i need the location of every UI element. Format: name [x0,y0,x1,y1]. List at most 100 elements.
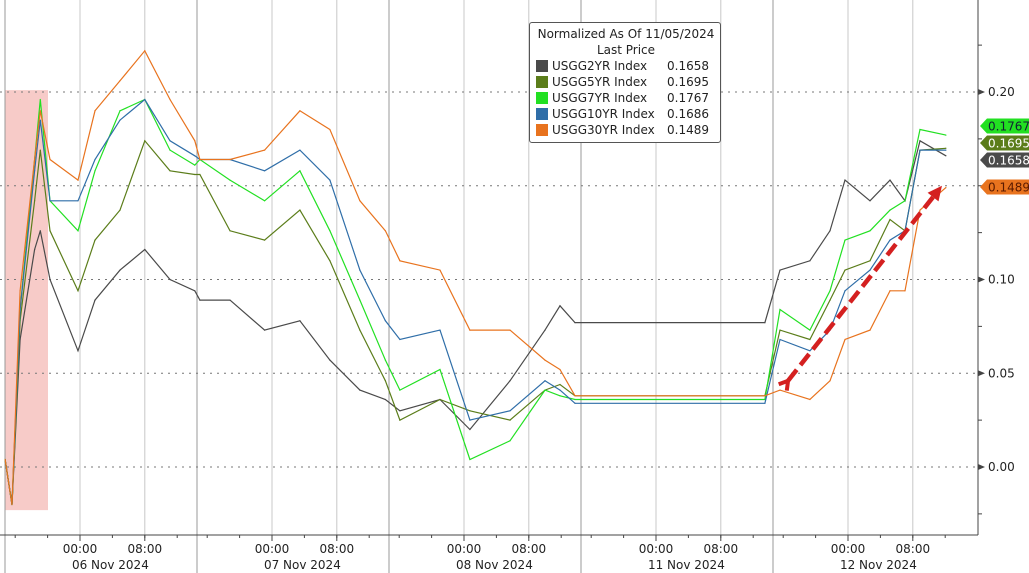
x-tick-label: 00:00 [63,542,98,556]
data-point [509,329,511,331]
data-point [199,173,201,176]
data-point [329,359,331,361]
data-point [359,200,361,202]
data-point [764,322,766,324]
data-point [329,179,331,181]
data-point [869,269,871,271]
data-point [889,218,891,221]
data-point [509,380,511,382]
data-point [945,134,947,136]
data-point [945,147,947,149]
data-point [469,410,471,412]
legend-last-value: 0.1686 [667,107,709,121]
data-point [4,458,6,461]
data-point [829,290,831,292]
data-point [119,80,121,82]
data-point [119,269,121,271]
data-point [263,170,266,172]
data-point [844,338,846,341]
last-value-label: 0.1695 [988,136,1029,150]
last-value-tag-bg [980,152,1029,168]
data-point [194,140,196,142]
legend-swatch [536,76,548,88]
data-point [869,260,871,262]
data-point [544,389,546,391]
data-point [169,149,171,151]
data-point [229,230,231,232]
last-value-tag-bg [980,135,1029,151]
legend: Normalized As Of 11/05/2024 Last Price U… [529,22,721,143]
legend-swatch [536,60,548,72]
series-usgg2yr [4,139,947,506]
data-point [299,170,301,172]
series-usgg10yr [4,98,947,506]
data-point [299,320,301,322]
data-point [19,290,21,292]
data-point [399,389,401,391]
data-point [559,305,561,307]
data-point [144,98,146,101]
data-point [94,299,96,301]
data-point [144,140,146,142]
legend-series-name: USGG7YR Index [552,91,648,105]
data-point [779,308,781,311]
data-point [169,140,171,142]
data-point [829,230,831,232]
legend-last-value: 0.1695 [667,75,709,89]
data-point [559,383,561,386]
data-point [39,230,41,232]
data-point [544,329,546,331]
data-point [384,398,386,401]
data-point [34,200,36,202]
data-point [559,368,561,371]
legend-swatch [536,92,548,104]
data-point [889,209,891,211]
data-point [945,155,947,157]
series-usgg7yr [4,98,947,506]
x-day-label: 12 Nov 2024 [840,558,917,572]
legend-series-name: USGG10YR Index [552,107,655,121]
data-point [904,200,906,202]
x-tick-label: 08:00 [320,542,355,556]
legend-series-name: USGG30YR Index [552,123,655,137]
data-point [574,402,576,404]
data-point [544,359,546,361]
data-point [559,389,561,391]
data-point [263,329,266,331]
data-point [945,149,947,151]
data-point [194,155,196,157]
data-point [889,239,891,241]
legend-subtitle: Last Price [596,43,656,57]
data-point [439,398,441,401]
data-point [764,395,766,397]
series-line [4,139,947,505]
data-point [809,260,811,262]
data-point [34,158,36,161]
legend-item: USGG5YR Index 0.1695 [536,74,716,90]
data-point [229,299,231,301]
last-value-tag: 0.1767 [980,118,1029,134]
data-point [844,290,846,292]
data-point [384,230,386,232]
data-point [889,290,891,292]
data-point [49,158,51,161]
data-point [399,410,401,412]
data-point [945,187,947,189]
x-tick-label: 08:00 [512,542,547,556]
data-point [384,359,386,361]
last-value-label: 0.1767 [988,119,1029,133]
data-point [229,158,231,161]
data-point [869,329,871,331]
data-point [469,428,471,431]
data-point [844,269,846,271]
data-point [469,329,471,331]
data-point [263,149,266,151]
series-line [4,98,947,505]
x-tick-label: 00:00 [831,542,866,556]
data-point [94,110,96,112]
data-point [779,269,781,271]
data-point [77,230,79,232]
data-point [869,230,871,232]
data-point [779,329,781,331]
